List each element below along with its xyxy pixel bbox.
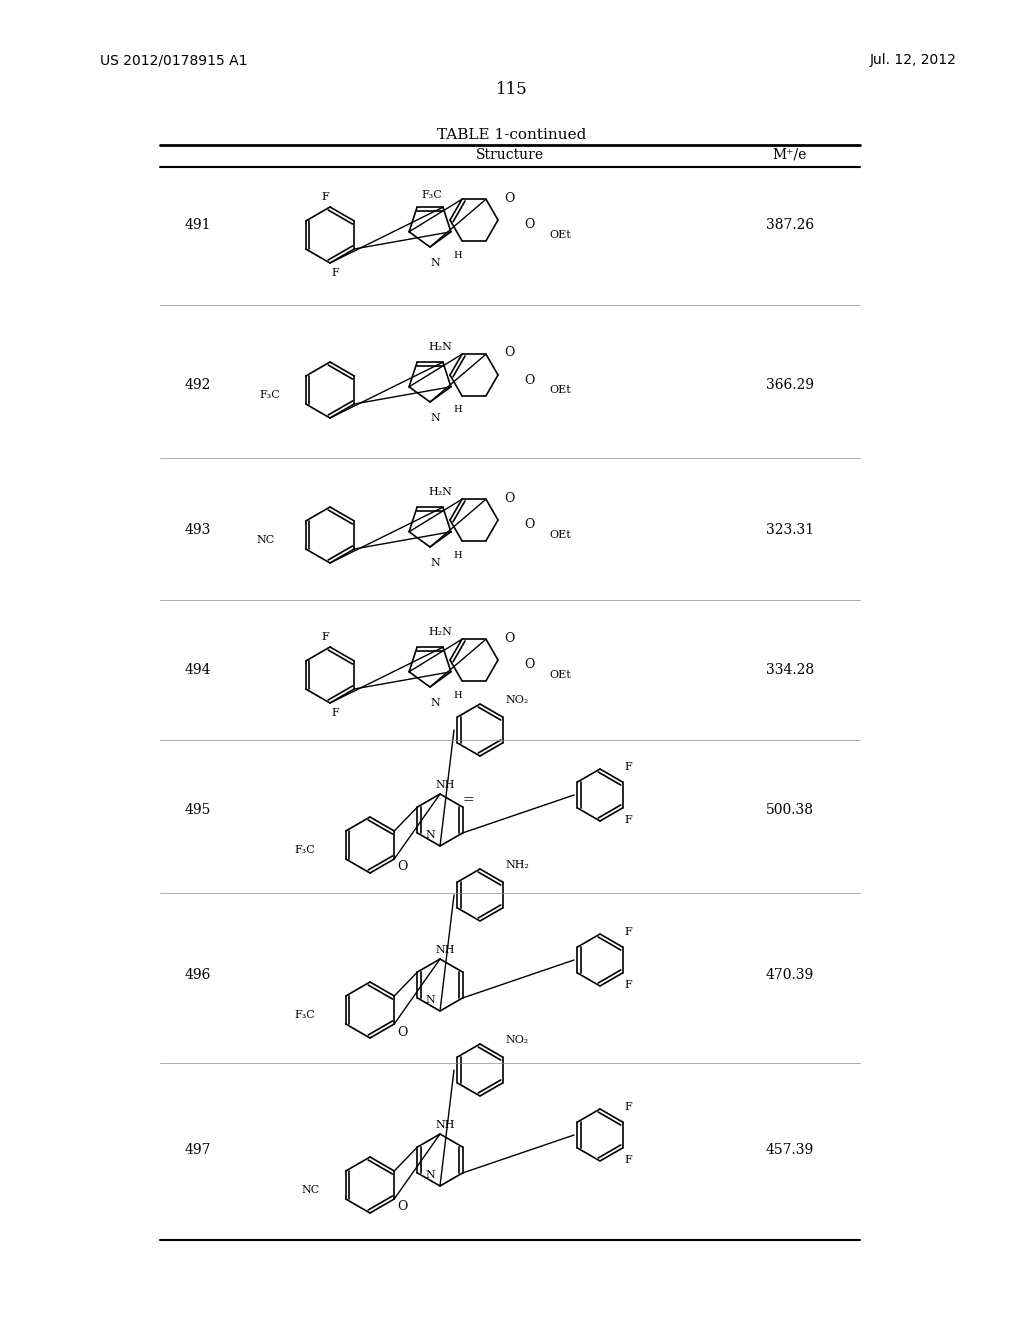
Text: 470.39: 470.39: [766, 968, 814, 982]
Text: N: N: [425, 830, 435, 840]
Text: TABLE 1-continued: TABLE 1-continued: [437, 128, 587, 143]
Text: F: F: [624, 1102, 632, 1111]
Text: NH: NH: [435, 945, 455, 954]
Text: H₂N: H₂N: [428, 487, 452, 498]
Text: O: O: [524, 659, 535, 672]
Text: 492: 492: [185, 378, 211, 392]
Text: US 2012/0178915 A1: US 2012/0178915 A1: [100, 53, 248, 67]
Text: NH: NH: [435, 1119, 455, 1130]
Text: H: H: [454, 405, 462, 414]
Text: H: H: [454, 251, 462, 260]
Text: H₂N: H₂N: [428, 627, 452, 638]
Text: =: =: [462, 793, 474, 807]
Text: OEt: OEt: [549, 385, 570, 395]
Text: H: H: [454, 550, 462, 560]
Text: O: O: [504, 491, 514, 504]
Text: N: N: [425, 1170, 435, 1180]
Text: F: F: [624, 762, 632, 772]
Text: O: O: [397, 1026, 408, 1039]
Text: 491: 491: [185, 218, 212, 232]
Text: NH: NH: [435, 780, 455, 789]
Text: 500.38: 500.38: [766, 803, 814, 817]
Text: 366.29: 366.29: [766, 378, 814, 392]
Text: M⁺/e: M⁺/e: [773, 148, 807, 162]
Text: O: O: [524, 519, 535, 532]
Text: 493: 493: [185, 523, 211, 537]
Text: Jul. 12, 2012: Jul. 12, 2012: [870, 53, 956, 67]
Text: 496: 496: [185, 968, 211, 982]
Text: 387.26: 387.26: [766, 218, 814, 232]
Text: F: F: [322, 191, 329, 202]
Text: F: F: [624, 814, 632, 825]
Text: O: O: [397, 1200, 408, 1213]
Text: 494: 494: [185, 663, 212, 677]
Text: O: O: [524, 374, 535, 387]
Text: F: F: [624, 1155, 632, 1166]
Text: NO₂: NO₂: [505, 696, 528, 705]
Text: O: O: [504, 191, 514, 205]
Text: F₃C: F₃C: [422, 190, 442, 201]
Text: NH₂: NH₂: [505, 861, 528, 870]
Text: F₃C: F₃C: [259, 389, 280, 400]
Text: 334.28: 334.28: [766, 663, 814, 677]
Text: F: F: [624, 979, 632, 990]
Text: O: O: [397, 861, 408, 874]
Text: 497: 497: [185, 1143, 212, 1158]
Text: Structure: Structure: [476, 148, 544, 162]
Text: F₃C: F₃C: [294, 845, 315, 855]
Text: O: O: [524, 219, 535, 231]
Text: N: N: [430, 257, 440, 268]
Text: NC: NC: [302, 1185, 319, 1195]
Text: O: O: [504, 631, 514, 644]
Text: N: N: [430, 413, 440, 422]
Text: OEt: OEt: [549, 230, 570, 240]
Text: N: N: [430, 698, 440, 708]
Text: NC: NC: [257, 535, 275, 545]
Text: F: F: [624, 927, 632, 937]
Text: F₃C: F₃C: [294, 1010, 315, 1020]
Text: N: N: [430, 558, 440, 568]
Text: NO₂: NO₂: [505, 1035, 528, 1045]
Text: F: F: [331, 708, 339, 718]
Text: F: F: [322, 632, 329, 642]
Text: F: F: [331, 268, 339, 279]
Text: 115: 115: [496, 82, 528, 99]
Text: O: O: [504, 346, 514, 359]
Text: H: H: [454, 690, 462, 700]
Text: 457.39: 457.39: [766, 1143, 814, 1158]
Text: 323.31: 323.31: [766, 523, 814, 537]
Text: 495: 495: [185, 803, 211, 817]
Text: H₂N: H₂N: [428, 342, 452, 352]
Text: OEt: OEt: [549, 531, 570, 540]
Text: N: N: [425, 995, 435, 1005]
Text: OEt: OEt: [549, 671, 570, 680]
